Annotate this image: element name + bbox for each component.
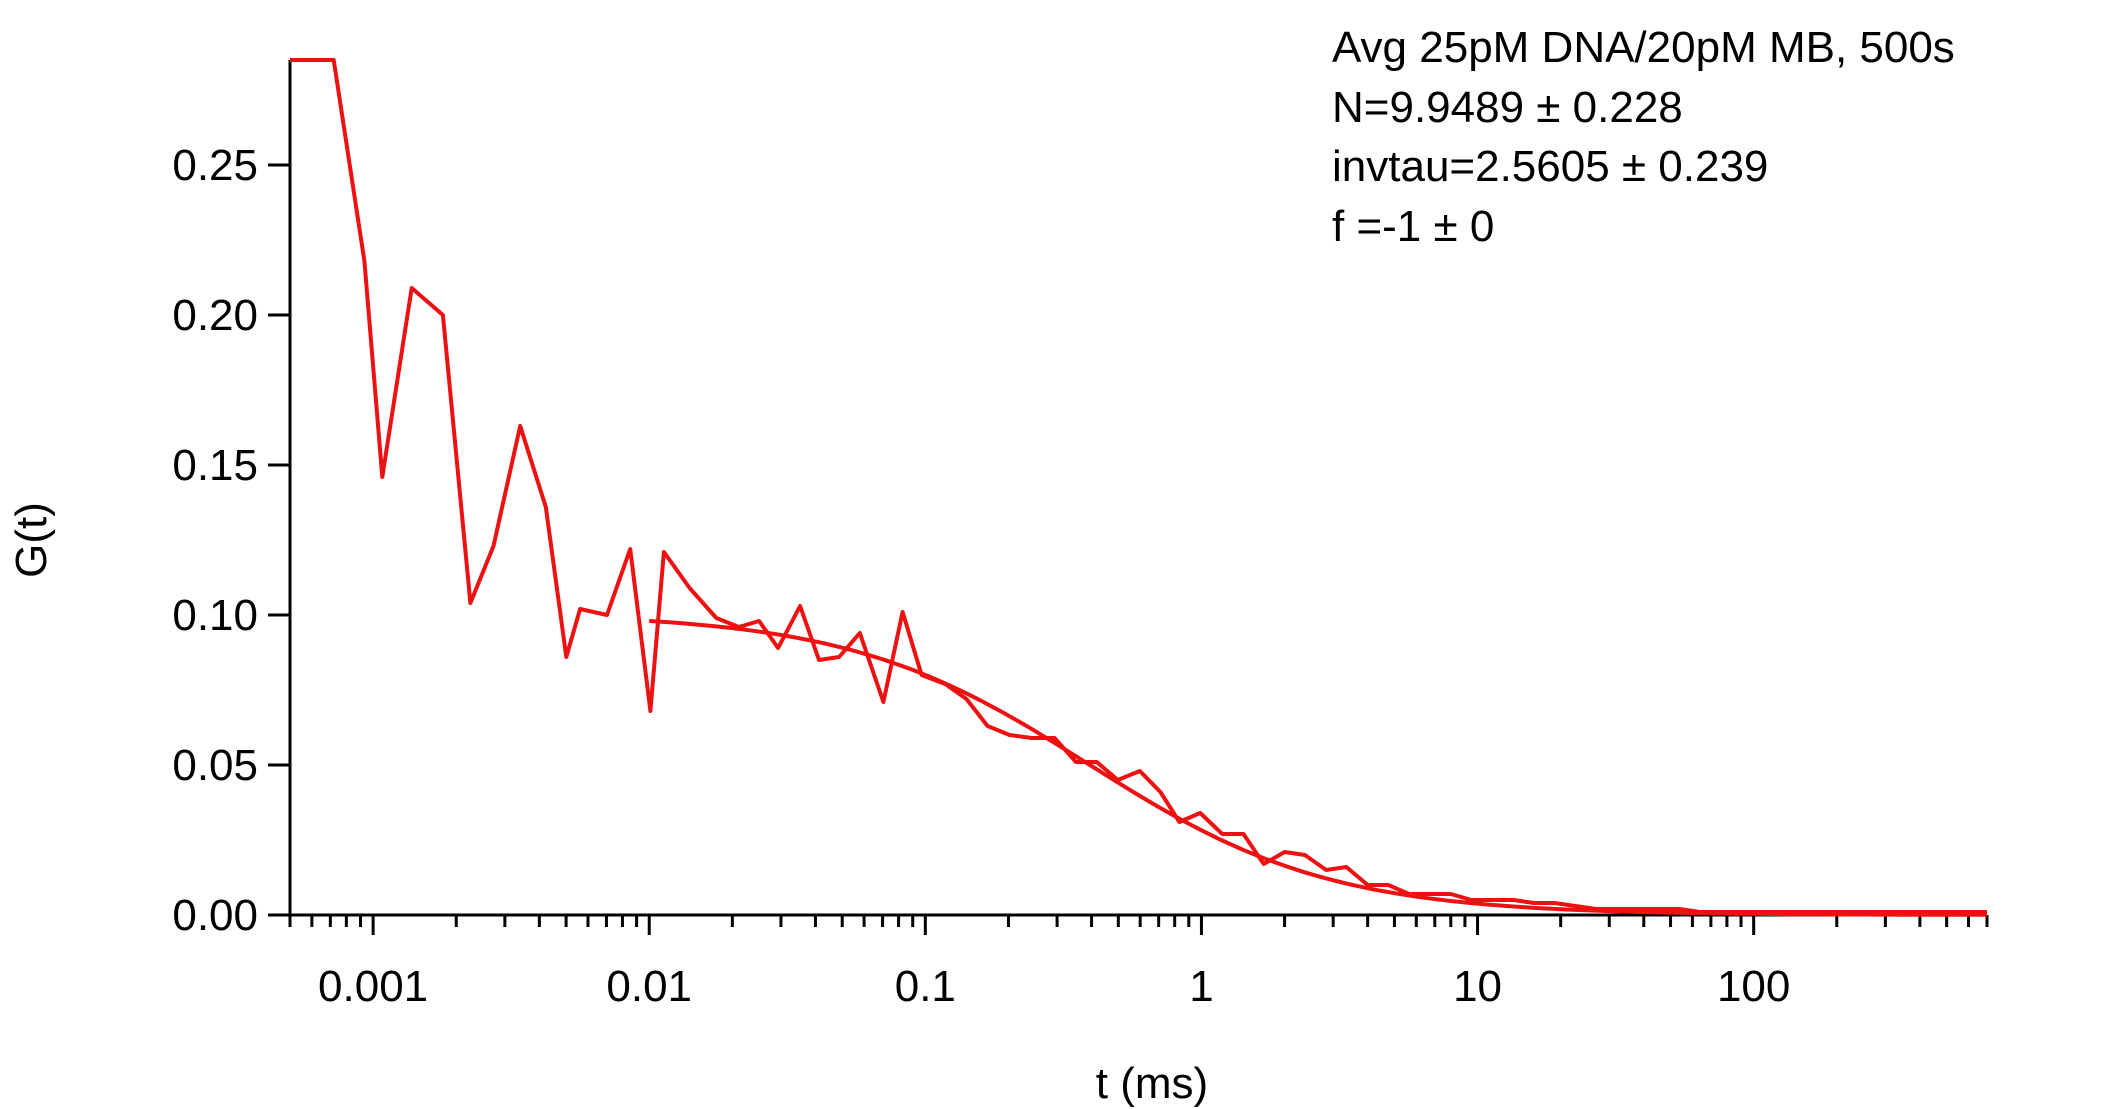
annotation-invtau: invtau=2.5605 ± 0.239: [1332, 142, 1768, 191]
y-axis-label: G(t): [7, 502, 56, 578]
y-tick-label: 0.10: [172, 591, 258, 640]
x-tick-label: 0.01: [606, 962, 692, 1011]
y-tick-label: 0.15: [172, 441, 258, 490]
y-tick-label: 0.25: [172, 141, 258, 190]
annotation-n: N=9.9489 ± 0.228: [1332, 83, 1683, 132]
x-tick-label: 0.1: [895, 962, 956, 1011]
y-tick-label: 0.05: [172, 741, 258, 790]
y-tick-label: 0.00: [172, 891, 258, 940]
x-tick-label: 100: [1717, 962, 1790, 1011]
y-tick-label: 0.20: [172, 291, 258, 340]
annotation-f: f =-1 ± 0: [1332, 202, 1494, 251]
fit-curve-line: [649, 619, 1987, 917]
x-axis-label: t (ms): [1096, 1059, 1208, 1108]
axes: 0.00 0.05 0.10 0.15 0.20 0.25 0.001 0.01 0.1 1 10 1…: [172, 60, 1989, 1011]
fit-annotation: Avg 25pM DNA/20pM MB, 500s N=9.9489 ± 0.…: [1332, 23, 1955, 251]
annotation-title: Avg 25pM DNA/20pM MB, 500s: [1332, 23, 1955, 72]
series-layer: [290, 58, 1987, 917]
x-tick-label: 10: [1453, 962, 1502, 1011]
x-tick-label: 1: [1189, 962, 1213, 1011]
x-tick-label: 0.001: [318, 962, 428, 1011]
